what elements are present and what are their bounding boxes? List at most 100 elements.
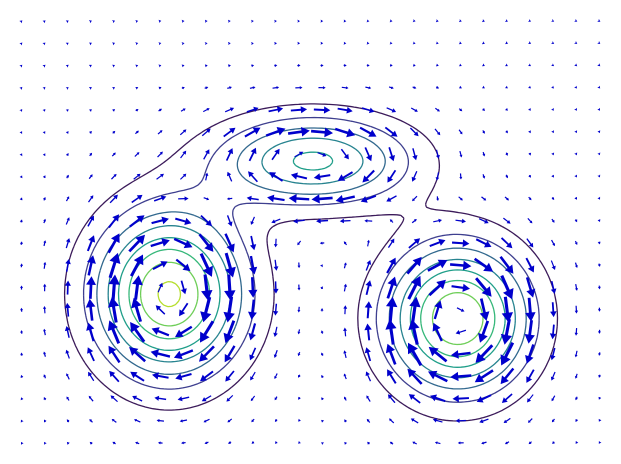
quiver-arrow [412, 41, 416, 45]
quiver-arrow [551, 19, 555, 22]
quiver-arrow [528, 196, 532, 201]
quiver-arrow [180, 150, 187, 159]
quiver-arrow [135, 130, 139, 135]
quiver-arrow [412, 148, 418, 161]
quiver-arrow [343, 373, 347, 380]
quiver-arrow [246, 195, 259, 202]
quiver-arrow [389, 63, 393, 67]
quiver-arrow [201, 274, 213, 301]
quiver-arrow [246, 106, 259, 113]
quiver-arrow [320, 330, 324, 334]
quiver-arrow [273, 303, 279, 316]
quiver-arrow [111, 152, 116, 157]
quiver-arrow [597, 263, 601, 267]
quiver-arrow [43, 261, 47, 269]
quiver-arrow [251, 418, 255, 423]
quiver-arrow [205, 19, 208, 23]
quiver-arrow [598, 352, 601, 356]
quiver-arrow [201, 128, 211, 137]
quiver-arrow [156, 419, 164, 423]
quiver-arrow [478, 218, 489, 224]
quiver-arrow [408, 319, 420, 345]
quiver-arrow [228, 42, 231, 45]
quiver-arrow [175, 217, 192, 225]
quiver-arrow [274, 396, 278, 401]
quiver-arrow [481, 441, 487, 445]
contour-lines [63, 103, 559, 422]
quiver-arrow [456, 307, 465, 312]
quiver-arrow [273, 326, 278, 337]
quiver-arrow [298, 374, 301, 378]
quiver-arrow [65, 64, 69, 68]
quiver-arrow [107, 296, 120, 323]
quiver-arrow [290, 106, 308, 114]
quiver-arrow [88, 174, 93, 180]
quiver-arrow [181, 86, 185, 90]
quiver-arrow [388, 86, 394, 90]
quiver-arrow [226, 197, 233, 201]
quiver-arrow [226, 395, 234, 402]
quiver-arrow [313, 106, 331, 114]
quiver-arrow [501, 296, 513, 323]
quiver-arrow [504, 196, 509, 201]
quiver-arrow [200, 370, 214, 382]
quiver-arrow [551, 63, 555, 67]
quiver-arrow [503, 217, 511, 224]
quiver-arrow [551, 418, 555, 423]
quiver-arrow [320, 64, 324, 67]
quiver-arrow [19, 219, 23, 223]
quiver-arrow [574, 130, 578, 134]
quiver-arrow [43, 351, 47, 357]
quiver-arrow [320, 308, 324, 312]
quiver-arrow [550, 302, 557, 318]
quiver-arrow [87, 255, 96, 276]
quiver-arrow [224, 107, 235, 113]
quiver-arrow [435, 63, 439, 67]
quiver-arrow [386, 276, 398, 299]
quiver-arrow [273, 238, 278, 248]
quiver-arrow [366, 418, 371, 423]
quiver-arrow [344, 441, 348, 445]
quiver-arrow [367, 441, 370, 445]
quiver-arrow [249, 347, 257, 361]
quiver-arrow [474, 369, 494, 383]
quiver-arrow [343, 262, 347, 269]
quiver-arrow [340, 148, 349, 160]
quiver-arrow [364, 323, 372, 341]
quiver-arrow [200, 320, 215, 343]
quiver-arrow [574, 19, 578, 22]
quiver-arrow [427, 259, 448, 272]
quiver-arrow [88, 371, 95, 382]
quiver-arrow [551, 107, 554, 111]
quiver-arrow [482, 151, 486, 157]
quiver-arrow [528, 85, 531, 89]
quiver-arrow [111, 173, 117, 180]
quiver-arrow [43, 328, 46, 336]
quiver-arrow [459, 85, 462, 89]
quiver-arrow [297, 41, 301, 45]
quiver-arrow [65, 109, 69, 112]
quiver-arrow [150, 349, 171, 358]
quiver-arrow [339, 218, 351, 224]
quiver-arrow [598, 396, 602, 400]
quiver-arrow [287, 127, 310, 137]
quiver-arrow [574, 373, 578, 379]
quiver-arrow [321, 352, 324, 356]
quiver-arrow [43, 197, 46, 201]
quiver-arrow [135, 87, 139, 90]
quiver-arrow [223, 320, 236, 344]
contour-level-3 [96, 127, 527, 390]
quiver-arrow [387, 369, 397, 384]
quiver-arrow [251, 441, 255, 444]
quiver-arrow [180, 280, 187, 295]
quiver-arrow [505, 85, 508, 89]
quiver-arrow [88, 195, 94, 203]
quiver-arrow [482, 130, 485, 134]
quiver-arrow [297, 64, 301, 67]
quiver-arrow [65, 259, 71, 272]
quiver-arrow [500, 318, 512, 345]
quiver-arrow [551, 218, 555, 223]
quiver-arrow [42, 109, 46, 112]
quiver-arrow [274, 19, 277, 23]
quiver-arrow [433, 300, 443, 320]
